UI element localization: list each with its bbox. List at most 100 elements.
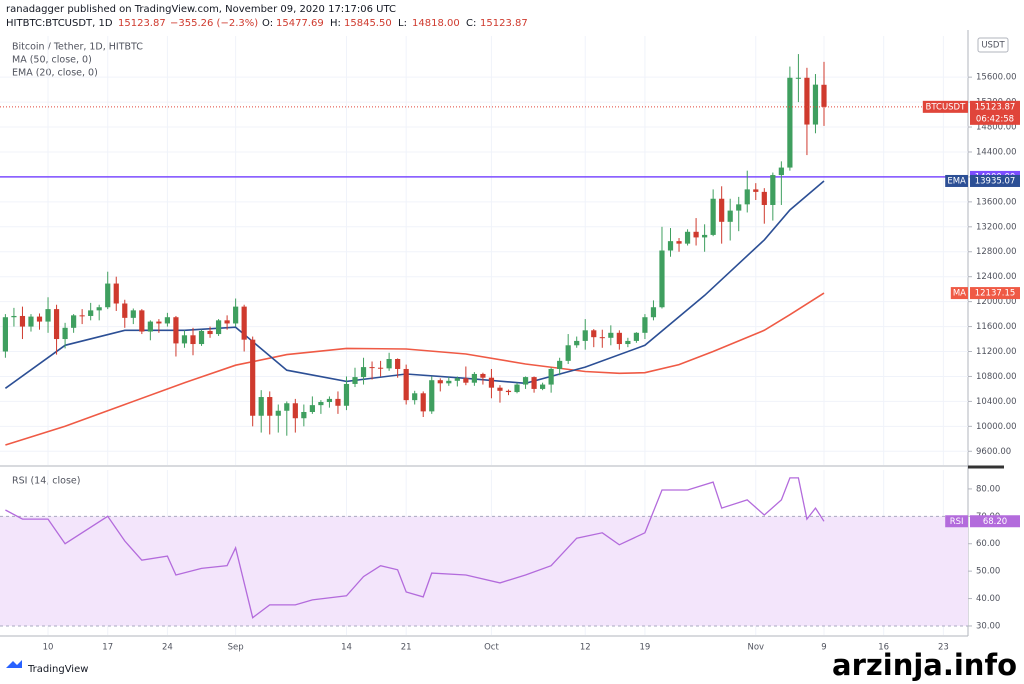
candle-body [804,77,810,125]
candle-body [616,332,622,345]
candle-body [386,358,392,369]
countdown: 06:42:58 [976,114,1014,124]
candle-body [574,340,580,346]
legend-rsi: RSI (14, close) [12,476,80,487]
candle-body [45,309,51,322]
y-tick-label: 13600.00 [976,197,1017,207]
candle-body [292,403,298,419]
candle-body [2,317,8,352]
tag-name: RSI [950,517,964,527]
rsi-y-tick-label: 80.00 [976,484,1000,494]
y-tick-label: 12000.00 [976,297,1017,307]
candle-body [719,198,725,222]
candle-body [156,321,162,324]
candle-body [412,393,418,401]
tag-name: EMA [947,176,966,186]
candle-body [241,306,247,340]
tradingview-logo [6,660,22,668]
candle-body [446,380,452,384]
candle-body [19,315,26,327]
tag-name: MA [953,289,966,299]
candle-body [684,231,691,244]
candle-body [395,358,401,369]
tag-value-box [970,100,1020,125]
tag-name-box [922,100,968,113]
candle-body [488,377,495,388]
candle-body [727,210,733,222]
candle-body [710,198,716,235]
candle-body [599,337,605,339]
legend-ema: EMA (20, close, 0) [12,68,98,79]
candle-body [28,316,34,327]
candle-body [250,339,256,416]
candle-body [429,380,435,412]
candle-body [258,397,264,416]
candle-body [326,398,333,403]
y-tick-label: 15600.00 [976,73,1017,83]
candle-body [608,332,614,338]
tag-value: 12137.15 [975,289,1016,299]
candle-body [667,241,674,251]
candle-body [463,378,469,383]
ohlc-key: L: [398,18,407,29]
candle-body [454,378,460,381]
candle-body [11,315,17,318]
candle-body [275,410,281,416]
candle-body [531,377,537,389]
x-tick-label: 14 [341,643,352,653]
tag-value-box [970,174,1020,187]
candle-body [642,317,648,333]
candle-body [659,250,665,308]
x-tick-label: 24 [162,643,173,653]
x-tick-label: Nov [747,643,764,653]
candle-body [522,377,529,385]
candle-body [79,315,85,317]
y-tick-label: 12400.00 [976,272,1017,282]
watermark: arzinja.info [832,648,1017,682]
candle-body [377,367,384,369]
candle-body [36,316,43,322]
x-tick-label: Oct [484,643,499,653]
publisher-line: ranadagger published on TradingView.com,… [6,4,396,15]
legend-title: Bitcoin / Tether, 1D, HITBTC [12,42,143,53]
candle-body [224,320,230,324]
candle-body [71,315,77,328]
y-tick-label: 13200.00 [976,222,1017,232]
y-tick-label: 10000.00 [976,422,1017,432]
rsi-y-tick-label: 50.00 [976,567,1000,577]
x-tick-label: 23 [938,643,949,653]
candle-body [198,330,205,345]
candle-body [540,384,546,389]
candle-body [139,310,145,332]
currency-box [977,37,1009,53]
candle-body [557,360,563,369]
candle-body [343,383,350,406]
candle-body [164,317,171,324]
ohlc-key: C: [466,18,476,29]
candle-body [369,367,375,369]
candle-body [122,303,128,318]
y-tick-label: 12800.00 [976,247,1017,257]
candle-body [207,330,213,335]
x-tick-label: 17 [102,643,113,653]
candle-body [693,231,699,238]
tag-value: 15123.87 [975,102,1016,112]
candle-body [505,390,512,393]
candle-body [744,189,750,205]
y-tick-label: 14400.00 [976,147,1017,157]
candle-body [591,330,597,338]
candle-body [96,307,102,311]
candle-body [267,397,273,416]
candle-body [318,402,324,406]
candle-body [309,405,315,412]
candle-body [360,367,367,378]
tag-name-box [950,287,968,300]
tag-value: 68.20 [983,517,1007,527]
price-change: −355.26 (−2.3%) [170,18,258,29]
candle-body [787,77,793,168]
last-price: 15123.87 [118,18,166,29]
candle-body [215,320,222,335]
candle-body [633,332,639,341]
candle-body [173,317,179,344]
